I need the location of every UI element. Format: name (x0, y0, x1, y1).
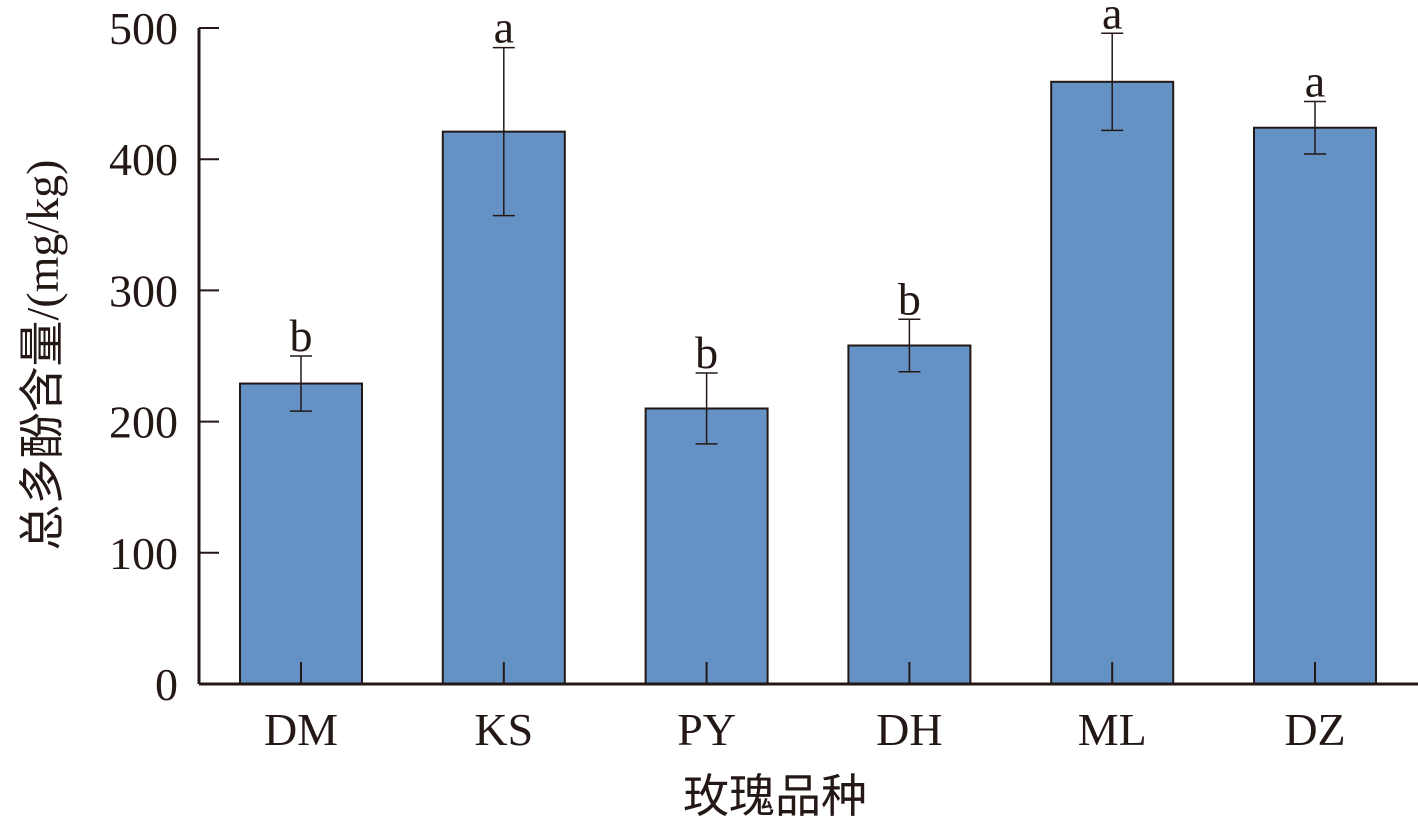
y-axis-label: 总多酚含量/(mg/kg) (17, 160, 68, 551)
significance-letter-DZ: a (1305, 55, 1325, 106)
y-tick-label-300: 300 (109, 265, 178, 316)
y-tick-label-100: 100 (109, 528, 178, 579)
bar-DH (847, 344, 972, 685)
x-tick-label-DZ: DZ (1284, 704, 1345, 755)
significance-letter-KS: a (494, 2, 514, 53)
x-tick-label-DH: DH (876, 704, 942, 755)
y-tick-label-500: 500 (109, 3, 178, 54)
bar-DZ (1253, 126, 1377, 686)
y-tick-label-0: 0 (155, 659, 178, 710)
x-tick-label-PY: PY (677, 704, 736, 755)
significance-letter-DH: b (898, 273, 921, 324)
bar-DM (239, 382, 363, 685)
bars-layer: b a b b a a (239, 0, 1377, 686)
x-tick-label-KS: KS (474, 704, 533, 755)
significance-letter-DM: b (290, 310, 313, 361)
bar-ML (1050, 80, 1175, 686)
y-tick-label-200: 200 (109, 397, 178, 448)
bar-KS (441, 130, 566, 685)
bar-PY (644, 407, 769, 685)
axes-layer: DM KS PY DH ML DZ 0 100 200 300 400 500 (109, 3, 1418, 755)
significance-letter-ML: a (1102, 0, 1122, 38)
x-tick-label-DM: DM (264, 704, 338, 755)
y-tick-label-400: 400 (109, 134, 178, 185)
x-axis-label: 玫瑰品种 (683, 771, 867, 821)
x-tick-label-ML: ML (1078, 704, 1147, 755)
significance-letter-PY: b (695, 327, 718, 378)
